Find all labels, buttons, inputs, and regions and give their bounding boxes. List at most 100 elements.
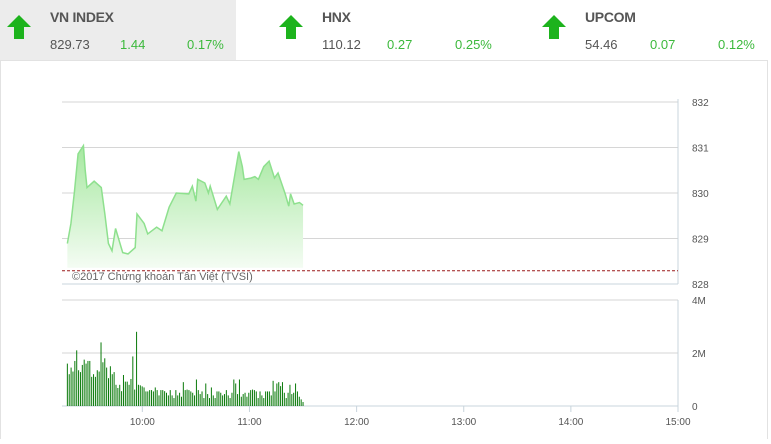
volume-bar bbox=[80, 372, 81, 406]
volume-bar bbox=[84, 360, 85, 406]
volume-bar bbox=[168, 395, 169, 406]
volume-bar bbox=[218, 391, 219, 406]
price-tick-label: 831 bbox=[692, 144, 709, 155]
volume-bar bbox=[297, 391, 298, 406]
index-tab-upcom[interactable]: UPCOM 54.46 0.07 0.12% bbox=[535, 0, 771, 60]
volume-bar bbox=[173, 398, 174, 406]
volume-bar bbox=[157, 390, 158, 406]
volume-bar bbox=[237, 394, 238, 406]
volume-bar bbox=[263, 398, 264, 406]
volume-bar bbox=[97, 370, 98, 406]
volume-bar bbox=[164, 391, 165, 406]
volume-bar bbox=[211, 387, 212, 406]
volume-bar bbox=[220, 393, 221, 406]
volume-bar bbox=[230, 398, 231, 406]
index-value: 829.73 bbox=[50, 37, 90, 52]
volume-bar bbox=[291, 394, 292, 406]
volume-bar bbox=[183, 382, 184, 406]
x-tick-label: 11:00 bbox=[237, 417, 262, 428]
volume-bar bbox=[288, 393, 289, 406]
index-change: 0.27 bbox=[387, 37, 412, 52]
volume-bar bbox=[134, 390, 135, 406]
volume-bar bbox=[280, 386, 281, 406]
volume-bar bbox=[138, 385, 139, 406]
volume-bar bbox=[202, 391, 203, 406]
price-tick-label: 830 bbox=[692, 189, 709, 200]
volume-bar bbox=[67, 364, 68, 406]
arrow-up-icon bbox=[541, 14, 567, 40]
volume-bar bbox=[127, 382, 128, 406]
price-tick-label: 829 bbox=[692, 235, 709, 246]
volume-bar bbox=[125, 382, 126, 406]
index-percent: 0.17% bbox=[187, 37, 224, 52]
index-percent: 0.12% bbox=[718, 37, 755, 52]
volume-bar bbox=[160, 390, 161, 406]
volume-bar bbox=[166, 393, 167, 406]
arrow-up-icon bbox=[6, 14, 32, 40]
volume-bar bbox=[91, 377, 92, 406]
volume-bar bbox=[187, 390, 188, 406]
volume-bar bbox=[99, 372, 100, 406]
volume-bar bbox=[112, 374, 113, 406]
volume-bar bbox=[276, 383, 277, 406]
volume-bar bbox=[241, 397, 242, 406]
volume-bar bbox=[198, 390, 199, 406]
volume-bar bbox=[261, 395, 262, 406]
volume-bar bbox=[239, 380, 240, 407]
volume-bar bbox=[132, 356, 133, 406]
volume-bar bbox=[123, 375, 124, 406]
volume-bar bbox=[119, 385, 120, 406]
volume-bar bbox=[151, 390, 152, 406]
volume-bar bbox=[273, 381, 274, 406]
volume-bar bbox=[181, 397, 182, 406]
volume-bar bbox=[282, 382, 283, 406]
volume-bar bbox=[196, 380, 197, 407]
volume-bar bbox=[235, 383, 236, 406]
volume-bar bbox=[104, 358, 105, 406]
volume-bar bbox=[252, 390, 253, 406]
volume-bar bbox=[145, 391, 146, 406]
x-tick-label: 15:00 bbox=[665, 417, 690, 428]
index-tab-hnx[interactable]: HNX 110.12 0.27 0.25% bbox=[272, 0, 508, 60]
volume-bar bbox=[243, 394, 244, 406]
volume-bar bbox=[258, 398, 259, 406]
volume-bar bbox=[205, 383, 206, 406]
volume-bar bbox=[130, 379, 131, 406]
volume-bar bbox=[170, 390, 171, 406]
index-name: VN INDEX bbox=[50, 9, 114, 25]
x-tick-label: 10:00 bbox=[130, 417, 155, 428]
index-name: UPCOM bbox=[585, 9, 636, 25]
volume-bar bbox=[254, 390, 255, 406]
volume-tick-label: 4M bbox=[692, 296, 706, 307]
volume-bar bbox=[89, 361, 90, 406]
volume-bar bbox=[147, 391, 148, 406]
volume-bar bbox=[87, 361, 88, 406]
volume-bar bbox=[175, 390, 176, 406]
volume-bar bbox=[149, 390, 150, 406]
index-tab-vn-index[interactable]: VN INDEX 829.73 1.44 0.17% bbox=[0, 0, 236, 60]
volume-bar bbox=[78, 370, 79, 406]
volume-bar bbox=[293, 393, 294, 406]
volume-bar bbox=[203, 398, 204, 406]
index-name: HNX bbox=[322, 9, 351, 25]
volume-bar bbox=[155, 387, 156, 406]
volume-bar bbox=[102, 362, 103, 406]
volume-bar bbox=[250, 390, 251, 406]
volume-bar bbox=[110, 366, 111, 406]
volume-bar bbox=[188, 390, 189, 406]
volume-bar bbox=[260, 391, 261, 406]
volume-bar bbox=[228, 395, 229, 406]
x-tick-label: 13:00 bbox=[451, 417, 476, 428]
volume-bar bbox=[224, 394, 225, 406]
volume-bar bbox=[226, 390, 227, 406]
volume-bar bbox=[172, 395, 173, 406]
volume-bar bbox=[200, 394, 201, 406]
volume-bar bbox=[108, 378, 109, 406]
volume-bar bbox=[136, 332, 137, 406]
volume-bar bbox=[159, 395, 160, 406]
volume-bar bbox=[194, 395, 195, 406]
volume-bar bbox=[153, 391, 154, 406]
volume-bar bbox=[185, 390, 186, 406]
volume-bar bbox=[69, 374, 70, 406]
